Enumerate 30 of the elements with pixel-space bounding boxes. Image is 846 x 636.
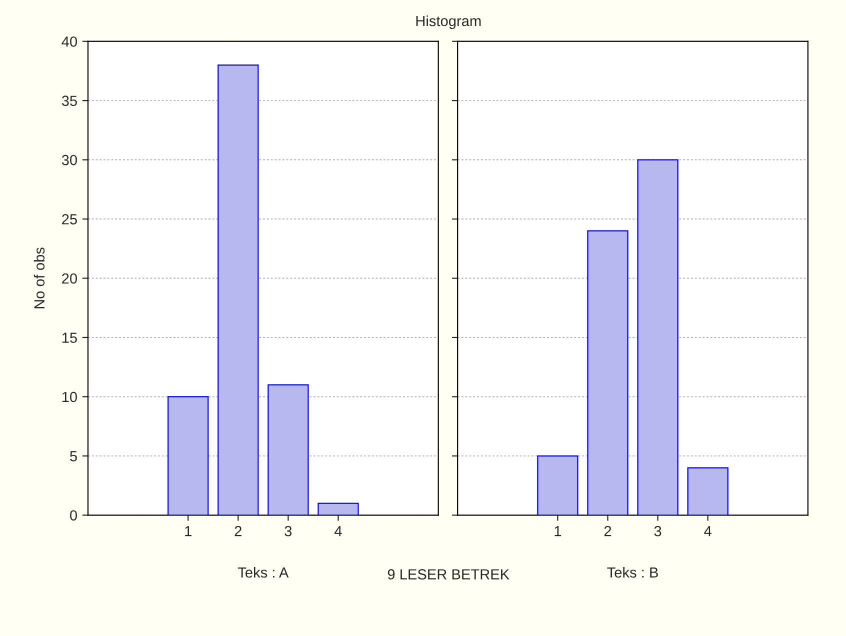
bar [318,502,359,516]
x-tick-label: 4 [704,526,712,536]
x-axis-title: Teks : A [238,566,289,578]
x-tick-label: 3 [284,526,292,536]
y-tick-label: 40 [62,36,77,47]
y-tick-label: 5 [70,451,77,462]
bar [687,467,728,516]
y-axis-title: No of obs [34,248,45,308]
y-tick-label: 35 [62,96,77,106]
x-tick-label: 2 [234,526,242,536]
bar [268,384,309,516]
bar [587,230,628,516]
y-tick-label: 20 [62,273,77,284]
y-tick-label: 0 [70,510,77,521]
bar [168,396,209,516]
x-tick-label: 2 [604,526,612,536]
x-tick-label: 1 [185,526,192,536]
y-tick-label: 10 [62,392,77,402]
y-tick-label: 30 [62,154,77,166]
x-axis-title: Teks : B [607,566,658,578]
text: 9 LESER BETREK [388,569,510,580]
bar [218,64,259,516]
y-tick-label: 25 [62,214,77,224]
bar [637,159,678,516]
bar [537,455,578,516]
x-tick-label: 3 [654,526,662,536]
text: Histogram [416,15,481,30]
y-tick-label: 15 [62,332,77,343]
x-tick-label: 4 [334,526,342,536]
x-tick-label: 1 [554,526,562,536]
